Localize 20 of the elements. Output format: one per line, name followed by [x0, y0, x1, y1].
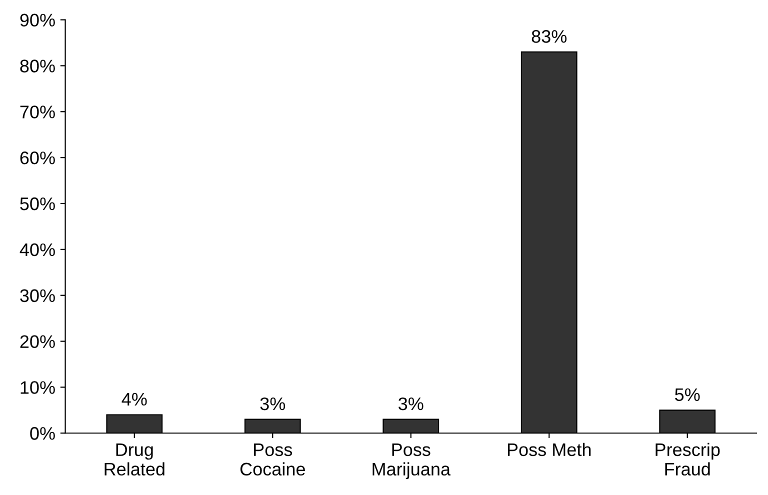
y-tick-label: 20%: [20, 335, 55, 348]
y-tick-label: 0%: [30, 427, 55, 440]
y-tick-label: 70%: [20, 106, 55, 118]
data-label: 4%: [122, 392, 147, 406]
y-tick-label: 30%: [20, 289, 55, 302]
x-tick-label: Prescrip Fraud: [656, 442, 720, 476]
y-tick-label: 90%: [20, 14, 55, 27]
data-label: 83%: [532, 30, 567, 43]
data-label: 3%: [398, 397, 424, 410]
x-tick-label: Drug Related: [104, 444, 164, 476]
data-label: 3%: [260, 397, 286, 410]
y-tick-label: 50%: [20, 197, 55, 210]
y-tick-label: 40%: [20, 243, 55, 256]
x-tick-label: Poss Marijuana: [372, 444, 451, 480]
data-label: 5%: [675, 388, 700, 402]
x-tick-label: Poss Cocaine: [240, 444, 305, 476]
y-tick-label: 80%: [20, 60, 55, 72]
y-tick-label: 10%: [20, 381, 55, 394]
x-tick-label: Poss Meth: [508, 442, 591, 456]
y-tick-label: 60%: [20, 152, 55, 164]
